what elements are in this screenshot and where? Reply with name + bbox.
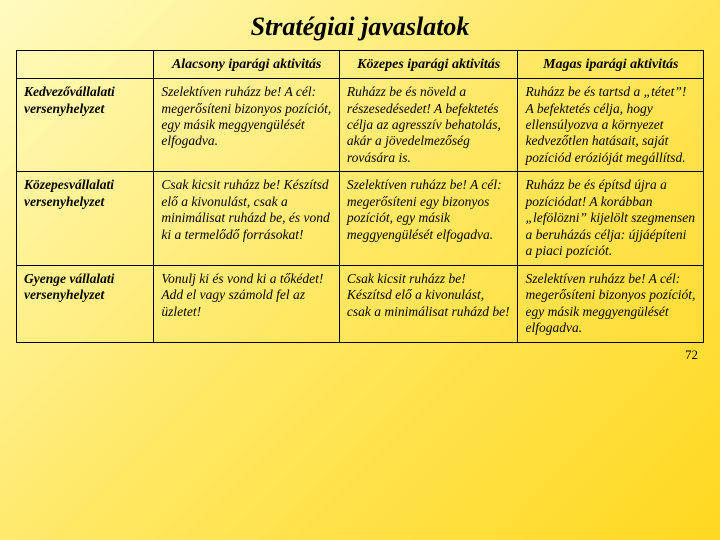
col-header-low: Alacsony iparági aktivitás [154,51,339,79]
cell-med-low: Csak kicsit ruházz be! Készítsd elő a ki… [154,172,339,265]
table-row: Gyenge vállalati versenyhelyzet Vonulj k… [17,265,704,342]
row-head-medium: Közepesvállalati versenyhelyzet [17,172,154,265]
cell-weak-high: Szelektíven ruházz be! A cél: megerősíte… [518,265,704,342]
cell-med-mid: Szelektíven ruházz be! A cél: megerősíte… [339,172,518,265]
cell-fav-mid: Ruházz be és növeld a részesedésedet! A … [339,79,518,172]
strategy-matrix-table: Alacsony iparági aktivitás Közepes ipará… [16,50,704,343]
col-header-high: Magas iparági aktivitás [518,51,704,79]
cell-med-high: Ruházz be és építsd újra a pozíciódat! A… [518,172,704,265]
col-header-mid: Közepes iparági aktivitás [339,51,518,79]
table-row: Kedvezővállalati versenyhelyzet Szelektí… [17,79,704,172]
cell-weak-mid: Csak kicsit ruházz be! Készítsd elő a ki… [339,265,518,342]
cell-fav-low: Szelektíven ruházz be! A cél: megerősíte… [154,79,339,172]
table-row: Közepesvállalati versenyhelyzet Csak kic… [17,172,704,265]
page-number: 72 [16,347,704,363]
cell-fav-high: Ruházz be és tartsd a „tétet”! A befekte… [518,79,704,172]
row-head-weak: Gyenge vállalati versenyhelyzet [17,265,154,342]
col-header-empty [17,51,154,79]
page-title: Stratégiai javaslatok [16,12,704,42]
slide: Stratégiai javaslatok Alacsony iparági a… [0,0,720,540]
row-head-favorable: Kedvezővállalati versenyhelyzet [17,79,154,172]
table-header-row: Alacsony iparági aktivitás Közepes ipará… [17,51,704,79]
cell-weak-low: Vonulj ki és vond ki a tőkédet! Add el v… [154,265,339,342]
